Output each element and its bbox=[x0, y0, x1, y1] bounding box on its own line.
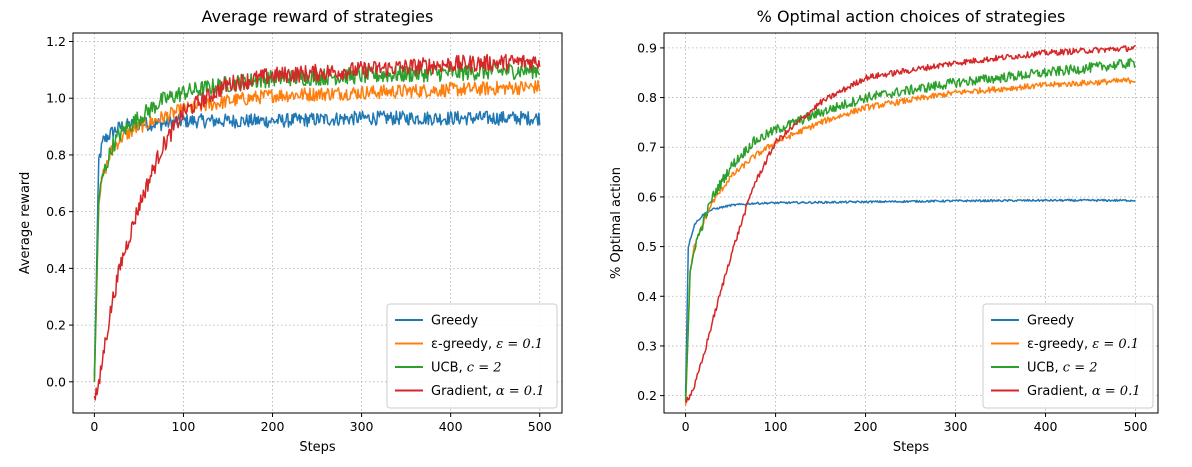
series-line-1 bbox=[684, 77, 1136, 406]
legend-label-text: Gradient, bbox=[1027, 384, 1092, 399]
chart-title: Average reward of strategies bbox=[202, 7, 434, 26]
legend-label: ε-greedy, ε = 0.1 bbox=[1027, 337, 1139, 352]
legend-label: Greedy bbox=[431, 314, 478, 329]
chart-panel: 0 100 200 300 400 500 0.2 0.3 0.4 0.5 0.6 0.7 0.8 0.9… bbox=[609, 7, 1159, 455]
x-tick-label: 100 bbox=[172, 419, 196, 434]
x-tick-label: 100 bbox=[764, 419, 788, 434]
series-line-1 bbox=[93, 79, 541, 382]
y-tick-label: 0.6 bbox=[46, 204, 66, 219]
y-tick-label: 0.2 bbox=[637, 388, 657, 403]
y-tick-label: 0.2 bbox=[46, 318, 66, 333]
series-line-0 bbox=[93, 110, 541, 377]
y-tick-label: 1.2 bbox=[46, 34, 66, 49]
legend-box bbox=[386, 303, 558, 409]
x-tick-label: 200 bbox=[854, 419, 878, 434]
legend-label-math: c = 2 bbox=[1063, 361, 1098, 376]
series-line-2 bbox=[684, 57, 1137, 401]
y-axis-label: % Optimal action bbox=[609, 167, 624, 279]
y-tick-label: 0.3 bbox=[637, 338, 657, 353]
legend-label-text: ε-greedy, bbox=[431, 337, 496, 352]
y-tick-label: 0.7 bbox=[637, 140, 657, 155]
series-line-3 bbox=[93, 53, 541, 401]
y-tick-label: 0.0 bbox=[46, 374, 66, 389]
plot-frame bbox=[72, 32, 563, 414]
y-tick-label: 0.8 bbox=[637, 90, 657, 105]
legend-label: UCB, c = 2 bbox=[431, 361, 502, 376]
series-line-3 bbox=[684, 44, 1137, 403]
legend-box bbox=[982, 303, 1154, 409]
y-tick-label: 0.4 bbox=[46, 261, 66, 276]
legend-label-text: Greedy bbox=[1027, 314, 1074, 329]
legend-label-math: α = 0.1 bbox=[1092, 384, 1141, 399]
y-tick-label: 0.5 bbox=[637, 239, 657, 254]
legend-label-math: c = 2 bbox=[467, 361, 502, 376]
plot-frame bbox=[663, 32, 1159, 414]
x-axis-label: Steps bbox=[893, 440, 930, 455]
legend-label-text: Gradient, bbox=[431, 384, 496, 399]
legend-label-math: α = 0.1 bbox=[496, 384, 545, 399]
legend-label: Gradient, α = 0.1 bbox=[1027, 384, 1140, 399]
legend-label-text: UCB, bbox=[1027, 361, 1063, 376]
legend: Greedy ε-greedy, ε = 0.1 UCB, c = 2 Gradien… bbox=[386, 303, 558, 409]
x-axis-label: Steps bbox=[299, 440, 336, 455]
legend-label: Greedy bbox=[1027, 314, 1074, 329]
legend-label-math: ε = 0.1 bbox=[1092, 337, 1139, 352]
x-tick-label: 300 bbox=[350, 419, 374, 434]
legend-label: ε-greedy, ε = 0.1 bbox=[431, 337, 543, 352]
y-tick-label: 0.4 bbox=[637, 289, 657, 304]
x-tick-label: 500 bbox=[1124, 419, 1148, 434]
y-axis-label: Average reward bbox=[18, 172, 33, 275]
series-line-0 bbox=[684, 198, 1136, 396]
legend-label-text: ε-greedy, bbox=[1027, 337, 1092, 352]
legend-label: Gradient, α = 0.1 bbox=[431, 384, 544, 399]
x-tick-label: 300 bbox=[944, 419, 968, 434]
y-tick-label: 0.6 bbox=[637, 189, 657, 204]
x-tick-label: 200 bbox=[261, 419, 285, 434]
legend-label-math: ε = 0.1 bbox=[496, 337, 543, 352]
x-tick-label: 400 bbox=[1034, 419, 1058, 434]
legend: Greedy ε-greedy, ε = 0.1 UCB, c = 2 Gradien… bbox=[982, 303, 1154, 409]
x-tick-label: 0 bbox=[90, 419, 98, 434]
y-tick-label: 1.0 bbox=[46, 91, 66, 106]
x-tick-label: 400 bbox=[439, 419, 463, 434]
y-tick-label: 0.9 bbox=[637, 40, 657, 55]
y-tick-label: 0.8 bbox=[46, 147, 66, 162]
legend-label-text: Greedy bbox=[431, 314, 478, 329]
chart-title: % Optimal action choices of strategies bbox=[757, 7, 1066, 26]
legend-label-text: UCB, bbox=[431, 361, 467, 376]
x-tick-label: 0 bbox=[682, 419, 690, 434]
x-tick-label: 500 bbox=[528, 419, 552, 434]
legend-label: UCB, c = 2 bbox=[1027, 361, 1098, 376]
chart-panel: 0 100 200 300 400 500 0.0 0.2 0.4 0.6 0.8 1.0 1.2 Ave… bbox=[18, 7, 563, 455]
